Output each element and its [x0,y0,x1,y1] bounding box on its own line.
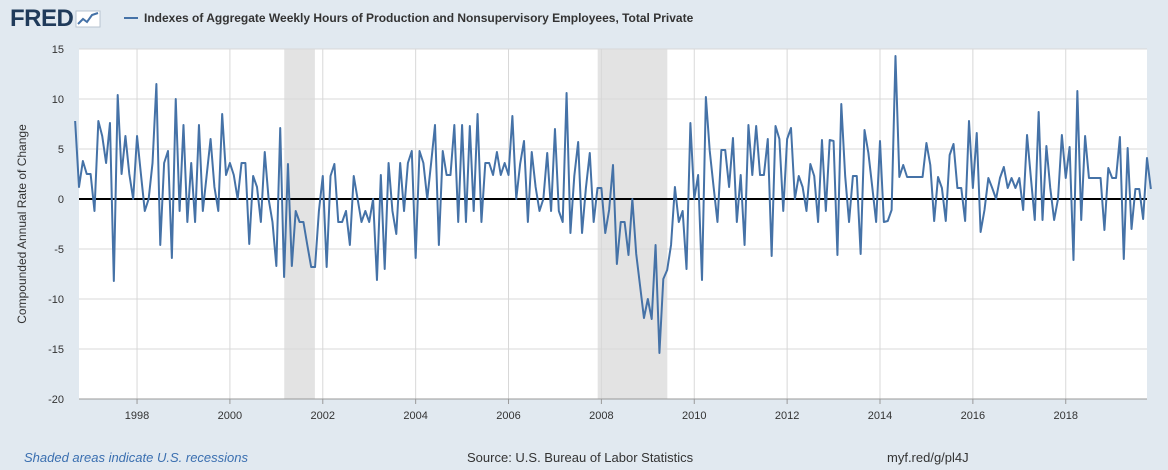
y-tick-label: -5 [54,244,64,256]
y-axis-label: Compounded Annual Rate of Change [15,124,29,324]
recession-band [597,49,668,399]
short-url-link[interactable]: myf.red/g/pl4J [887,450,969,465]
y-tick-label: 5 [58,144,64,156]
y-tick-label: -10 [48,294,64,306]
series-line [74,55,1152,354]
source-text: Source: U.S. Bureau of Labor Statistics [467,450,694,465]
legend-swatch [124,17,138,19]
y-tick-label: 0 [58,194,64,206]
x-tick-label: 2014 [868,410,892,422]
chart-footer: Shaded areas indicate U.S. recessions So… [0,450,1168,470]
line-chart: 15 10 5 0 -5 -10 -15 -20 1998 2000 2002 2004 2006 200… [15,44,1152,422]
x-tick-label: 2008 [589,410,613,422]
x-tick-label: 2010 [682,410,706,422]
recession-band [284,49,315,399]
x-tick-label: 2002 [311,410,335,422]
x-tick-label: 2004 [403,410,427,422]
recession-note: Shaded areas indicate U.S. recessions [24,450,249,465]
y-tick-label: 15 [52,44,64,56]
y-tick-label: -15 [48,344,64,356]
chart-header: FRED Indexes of Aggregate Weekly Hours o… [0,0,1168,38]
chart-legend: Indexes of Aggregate Weekly Hours of Pro… [124,11,693,25]
x-tick-label: 2018 [1053,410,1077,422]
x-tick-label: 2006 [496,410,520,422]
fred-logo[interactable]: FRED [10,6,101,32]
fred-logo-text: FRED [10,5,74,32]
x-tick-label: 2012 [775,410,799,422]
legend-series-title: Indexes of Aggregate Weekly Hours of Pro… [144,11,694,25]
y-tick-label: 10 [52,94,64,106]
x-tick-label: 1998 [125,410,149,422]
y-tick-label: -20 [48,394,64,406]
fred-chart-icon [75,10,101,28]
x-tick-label: 2016 [961,410,985,422]
x-tick-label: 2000 [218,410,242,422]
